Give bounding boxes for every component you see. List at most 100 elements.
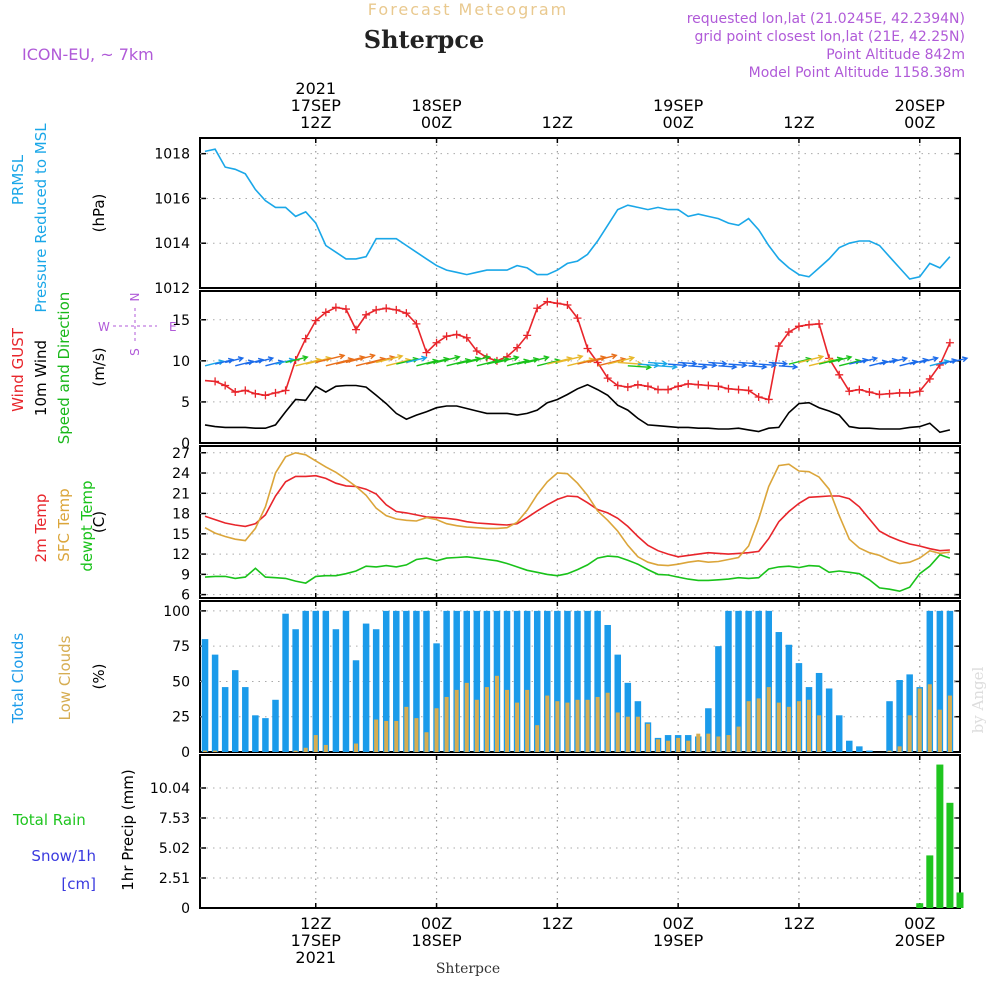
pressure-line	[204, 148, 951, 280]
wind-arrow	[275, 358, 294, 365]
total_clouds-bar	[231, 670, 239, 752]
wind-arrow	[557, 355, 583, 364]
wind-arrow	[587, 354, 617, 364]
wind-arrow	[496, 356, 519, 364]
gust-marker	[331, 303, 340, 312]
gust-marker	[674, 382, 683, 391]
wind-arrowhead	[761, 363, 768, 370]
total_clouds-bar	[544, 610, 551, 752]
wind-arrowhead	[862, 357, 869, 364]
low_clouds-bar	[464, 682, 469, 752]
total_clouds-bar	[715, 646, 722, 752]
wind-arrow	[798, 355, 823, 364]
total_clouds-bar	[423, 610, 430, 752]
total_clouds-bar	[372, 629, 380, 752]
gust-marker	[805, 320, 814, 329]
wind-arrowhead	[577, 354, 584, 361]
low_clouds-bar	[666, 740, 671, 752]
gust-marker	[321, 308, 330, 317]
low_clouds-bar	[897, 746, 902, 752]
wind-arrowhead	[484, 354, 491, 361]
low_clouds-bar	[736, 726, 741, 752]
wind-arrow	[285, 356, 308, 364]
compass-cross	[113, 308, 157, 344]
low_clouds-bar	[917, 688, 922, 752]
gust-marker	[422, 348, 431, 357]
model-label: ICON-EU, ~ 7km	[22, 45, 154, 64]
total-clouds-title: Total Clouds	[9, 633, 27, 725]
snow-label: Snow/1h	[31, 847, 96, 865]
low_clouds-bar	[444, 696, 449, 752]
time-label: 00Z	[904, 113, 935, 132]
low_clouds-bar	[817, 715, 822, 752]
gust-marker	[734, 385, 743, 394]
wind-arrowhead	[731, 363, 738, 370]
gust-marker	[352, 325, 361, 334]
supertitle: Forecast Meteogram	[368, 0, 568, 19]
total_clouds-bar	[382, 610, 390, 752]
temp2m-line	[204, 474, 950, 558]
gust-marker	[815, 319, 824, 328]
low_clouds-bar	[696, 733, 701, 752]
total_clouds-bar	[453, 610, 460, 752]
rain-bar	[926, 855, 934, 908]
time-label: 2021	[295, 948, 336, 967]
low_clouds-bar	[323, 744, 328, 752]
gust-marker	[784, 328, 793, 337]
y-tick-label: 0	[181, 745, 190, 761]
total_clouds-bar	[211, 654, 219, 752]
low_clouds-bar	[484, 687, 489, 752]
gust-marker	[452, 330, 461, 339]
gust-marker	[704, 381, 713, 390]
wind-arrowhead	[661, 360, 669, 367]
wind-arrowhead	[543, 355, 550, 362]
gust-marker	[211, 377, 220, 386]
y-tick-label: 1016	[154, 191, 190, 207]
total_clouds-bar	[513, 610, 521, 752]
wind-arrowhead	[961, 356, 969, 363]
gust-marker	[523, 331, 532, 340]
wind-arrow	[607, 356, 634, 365]
total_clouds-bar	[886, 701, 893, 752]
gust-marker	[271, 388, 280, 397]
wind-arrowhead	[369, 353, 376, 360]
low_clouds-bar	[555, 701, 560, 752]
gust-marker	[865, 388, 874, 397]
total_clouds-bar	[282, 613, 289, 752]
wind-arrow	[355, 357, 385, 367]
wind-arrowhead	[257, 357, 265, 364]
wind-arrow	[949, 357, 968, 364]
low_clouds-bar	[746, 701, 751, 752]
wind-arrow	[828, 356, 852, 364]
wind-arrowhead	[846, 355, 853, 361]
gust-marker	[462, 333, 471, 342]
wind-arrow	[597, 358, 626, 367]
gust-marker	[945, 338, 954, 347]
station-title: Shterpce	[364, 25, 484, 54]
low_clouds-bar	[505, 689, 510, 752]
low_clouds-bar	[625, 716, 630, 752]
y-tick-label: 1012	[154, 281, 190, 297]
wind-arrow	[929, 360, 949, 367]
gust-marker	[382, 304, 391, 313]
total_clouds-bar	[242, 687, 249, 752]
gust-marker	[573, 314, 582, 323]
total_clouds-bar	[564, 610, 571, 752]
y-tick-label: 75	[172, 639, 190, 655]
wind-arrow	[778, 365, 797, 368]
total_clouds-bar	[745, 610, 752, 752]
wind-arrowhead	[781, 360, 789, 367]
wind-arrow	[466, 356, 490, 364]
wind-arrowhead	[218, 359, 225, 366]
wind-arrowhead	[454, 354, 461, 361]
wind-arrowhead	[339, 353, 346, 360]
watermark: by Angel	[969, 666, 987, 733]
gust-marker	[603, 374, 612, 383]
wind-arrowhead	[532, 356, 540, 363]
low_clouds-bar	[756, 698, 761, 752]
panel-frame	[199, 137, 961, 289]
wind-arrowhead	[513, 355, 520, 362]
unit-label: (C)	[90, 511, 108, 533]
gust-marker	[714, 382, 723, 391]
